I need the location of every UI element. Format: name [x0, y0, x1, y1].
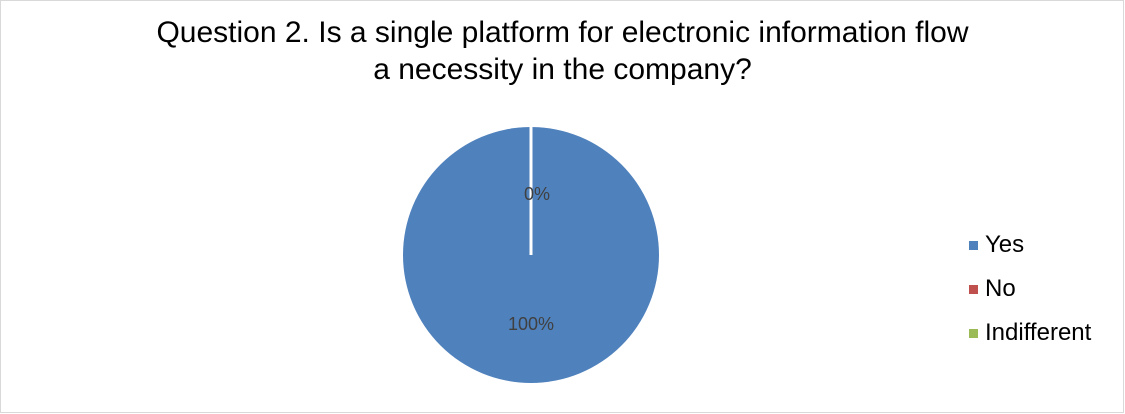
chart-title-line-1: Question 2. Is a single platform for ele…	[156, 16, 969, 49]
legend-item-indifferent: Indifferent	[969, 311, 1091, 355]
data-label-yes: 100%	[508, 314, 554, 334]
legend-item-yes: Yes	[969, 223, 1091, 267]
legend-swatch-indifferent	[969, 328, 978, 338]
legend-label-indifferent: Indifferent	[985, 319, 1092, 346]
legend-swatch-yes	[969, 240, 978, 250]
legend-label-yes: Yes	[985, 231, 1025, 258]
legend-label-no: No	[985, 275, 1016, 302]
data-label-no: 0%	[524, 184, 550, 204]
legend-swatch-no	[969, 284, 978, 294]
legend-item-no: No	[969, 267, 1091, 311]
legend: Yes No Indifferent	[969, 223, 1091, 355]
chart-title-line-2: a necessity in the company?	[373, 53, 752, 86]
chart-title: Question 2. Is a single platform for ele…	[0, 14, 1125, 88]
